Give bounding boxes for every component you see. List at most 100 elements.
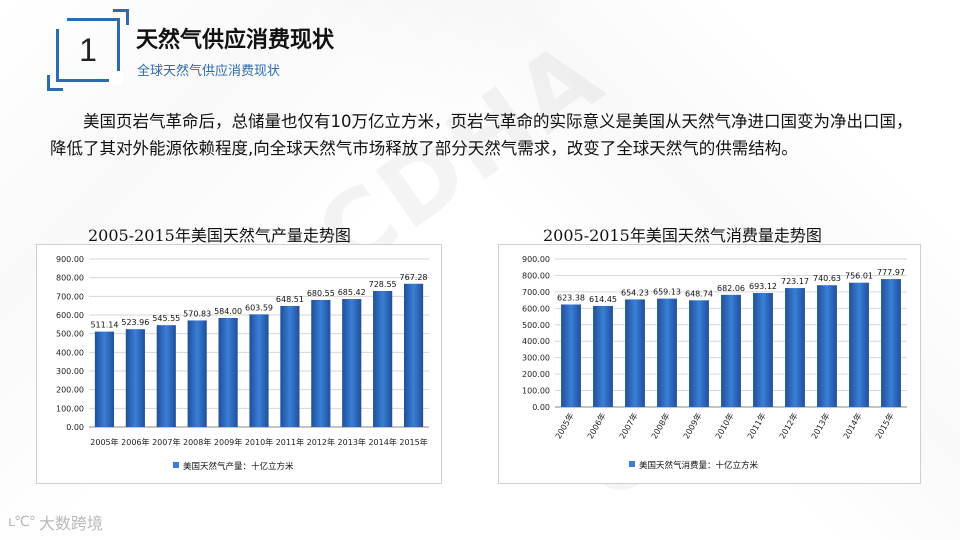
data-label: 648.74 (685, 289, 713, 298)
x-tick-label: 2012年 (777, 411, 800, 441)
legend-label: 美国天然气消费量：十亿立方米 (639, 460, 759, 471)
chart-title-consumption: 2005-2015年美国天然气消费量走势图 (543, 226, 822, 245)
bar (657, 298, 677, 407)
chart-panel-consumption: 0.00 100.00 200.00 300.00 400.00 500.00 600.00… (498, 244, 921, 484)
data-label: 659.13 (653, 288, 681, 297)
y-tick-label: 700.00 (522, 288, 550, 297)
data-label: 685.42 (338, 288, 366, 297)
data-label: 756.01 (845, 272, 873, 281)
data-label: 723.17 (781, 277, 809, 286)
x-tick-label: 2006年 (585, 411, 608, 441)
data-label: 511.14 (90, 321, 118, 330)
data-label: 648.51 (276, 295, 304, 304)
data-label: 614.45 (589, 295, 617, 304)
bar (625, 299, 645, 407)
consumption-chart: 0.00 100.00 200.00 300.00 400.00 500.00 600.00… (522, 255, 907, 471)
x-tick-label: 2013年 (338, 437, 366, 447)
bar (881, 279, 901, 407)
x-tick-label: 2007年 (617, 411, 640, 441)
x-tick-label: 2008年 (183, 437, 211, 447)
y-tick-label: 200.00 (522, 370, 550, 379)
data-label: 680.55 (307, 289, 335, 298)
bar (593, 305, 613, 407)
x-tick-label: 2005年 (553, 411, 576, 441)
page-subtitle: 全球天然气供应消费现状 (137, 64, 281, 79)
bar (342, 299, 362, 427)
legend-label: 美国天然气产量：十亿立方米 (183, 461, 294, 472)
data-label: 693.12 (749, 282, 777, 291)
data-label: 728.55 (369, 280, 397, 289)
bar (156, 325, 176, 427)
x-tick-label: 2012年 (307, 437, 335, 447)
x-tick-label: 2007年 (152, 437, 180, 447)
data-label: 682.06 (717, 284, 745, 293)
x-tick-label: 2010年 (245, 437, 273, 447)
y-tick-label: 500.00 (522, 321, 550, 330)
data-label: 603.59 (245, 303, 273, 312)
x-tick-label: 2011年 (276, 437, 304, 447)
bar (373, 291, 393, 427)
bar (311, 299, 331, 427)
y-tick-label: 100.00 (522, 387, 550, 396)
x-tick-label: 2008年 (649, 411, 672, 441)
y-tick-label: 0.00 (66, 423, 84, 432)
x-tick-label: 2014年 (368, 437, 396, 447)
y-tick-label: 300.00 (56, 367, 84, 376)
bar (785, 288, 805, 407)
x-tick-label: 2015年 (873, 411, 896, 441)
body-paragraph: 美国页岩气革命后，总储量也仅有10万亿立方米，页岩气革命的实际意义是美国从天然气… (50, 112, 913, 158)
bar (249, 314, 269, 427)
bar (125, 329, 145, 427)
brand-logo-icon: ʟ℃° (8, 514, 36, 530)
bar (561, 304, 581, 407)
bar (218, 317, 238, 427)
footer-brand: ʟ℃° 大数跨境 (8, 510, 103, 534)
y-tick-label: 0.00 (532, 403, 550, 412)
data-label: 767.28 (400, 273, 428, 282)
x-tick-label: 2011年 (745, 411, 768, 441)
bar (817, 285, 837, 407)
x-tick-label: 2009年 (214, 437, 242, 447)
bar (94, 331, 115, 427)
x-tick-label: 2006年 (121, 437, 149, 447)
data-label: 623.38 (557, 293, 585, 302)
x-tick-label: 2009年 (681, 411, 704, 441)
bar (187, 320, 207, 427)
data-label: 545.55 (152, 314, 180, 323)
section-number-badge: 1 (47, 9, 129, 91)
data-label: 570.83 (183, 309, 211, 318)
data-label: 523.96 (121, 318, 149, 327)
data-label: 584.00 (214, 307, 242, 316)
chart-panel-production: 0.00 100.00 200.00 300.00 400.00 500.00 600.00… (36, 244, 442, 484)
brand-name: 大数跨境 (38, 514, 103, 533)
x-tick-label: 2015年 (399, 437, 427, 447)
data-label: 654.23 (621, 288, 649, 297)
legend-swatch (629, 461, 635, 467)
y-tick-label: 300.00 (522, 354, 550, 363)
chart-title-production: 2005-2015年美国天然气产量走势图 (88, 226, 351, 245)
y-tick-label: 400.00 (522, 337, 550, 346)
y-tick-label: 800.00 (56, 274, 84, 283)
x-tick-label: 2013年 (809, 411, 832, 441)
production-chart: 0.00 100.00 200.00 300.00 400.00 500.00 600.00… (56, 255, 429, 472)
bar (753, 293, 773, 407)
y-tick-label: 900.00 (522, 255, 550, 264)
y-tick-label: 600.00 (522, 304, 550, 313)
y-tick-label: 500.00 (56, 330, 84, 339)
y-tick-label: 600.00 (56, 311, 84, 320)
y-tick-label: 900.00 (56, 255, 84, 264)
bar (721, 294, 741, 407)
x-tick-label: 2005年 (90, 437, 118, 447)
page-title: 天然气供应消费现状 (136, 28, 335, 53)
section-number: 1 (79, 31, 97, 68)
y-tick-label: 800.00 (522, 271, 550, 280)
y-tick-label: 400.00 (56, 348, 84, 357)
x-tick-label: 2014年 (841, 411, 864, 441)
bar (280, 305, 300, 427)
bar (403, 283, 424, 427)
bar (849, 282, 869, 407)
legend-swatch (173, 462, 179, 468)
data-label: 740.63 (813, 274, 841, 283)
y-tick-label: 200.00 (56, 386, 84, 395)
data-label: 777.97 (877, 268, 905, 277)
